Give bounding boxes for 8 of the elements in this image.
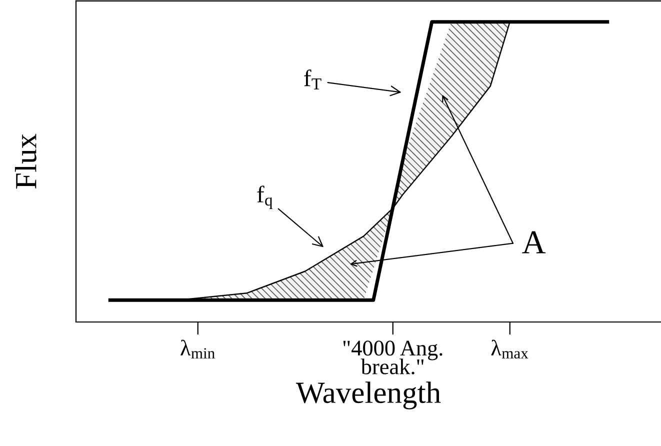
x-tick-label: "4000 Ang. break." xyxy=(343,340,442,374)
x-tick-label: λ$_{min}$ xyxy=(180,340,215,358)
y-axis-title: Flux xyxy=(14,134,36,189)
annotation: A xyxy=(522,231,546,254)
text: f$_{q}$ xyxy=(257,186,272,209)
legend-label: f$_{T}$ xyxy=(304,69,322,90)
x-axis-title: Wavelength xyxy=(296,382,441,410)
x-tick-label: λ$_{max}$ xyxy=(491,340,528,359)
